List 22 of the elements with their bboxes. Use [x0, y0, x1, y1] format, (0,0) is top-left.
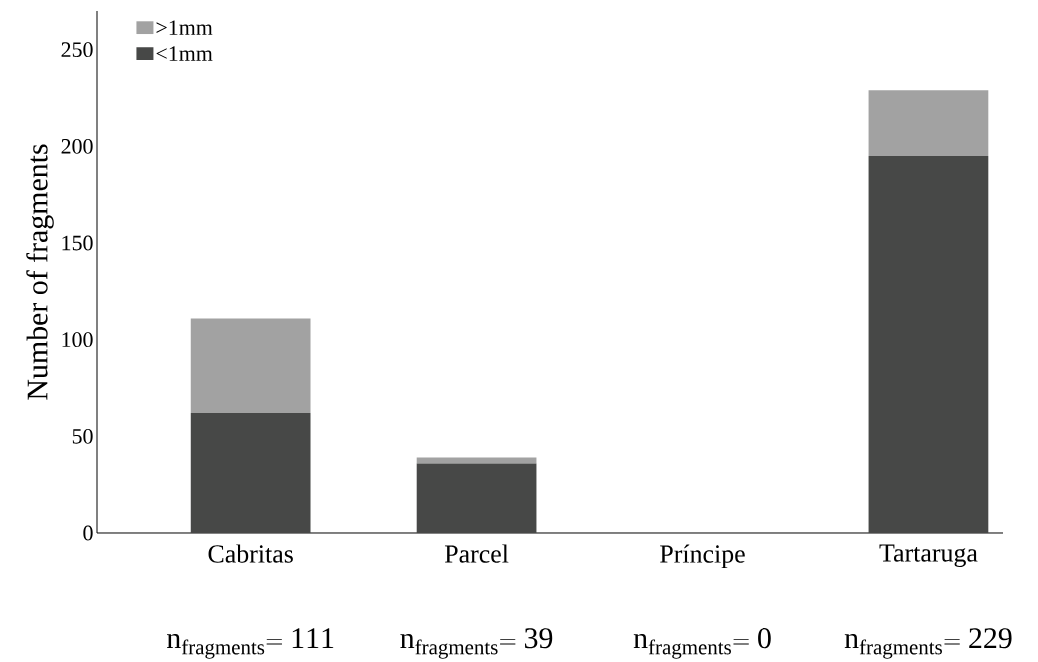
x-tick-label: Príncipe — [660, 544, 745, 569]
y-tick-label: 100 — [62, 332, 93, 348]
y-tick-label: 250 — [61, 42, 93, 58]
y-tick-label: 200 — [61, 138, 93, 154]
x-tick-label: Tartaruga — [879, 544, 978, 568]
legend-label: <1mm — [156, 46, 213, 61]
text: $\mathrm{n}_{\mathrm{fragments}}\mathrm{=0}$ — [633, 628, 771, 659]
bar — [190, 413, 311, 533]
text: $\mathrm{n}_{\mathrm{fragments}}\mathrm{=229}$ — [844, 628, 1012, 659]
y-tick-label: 0 — [83, 525, 93, 541]
y-tick-label: 150 — [62, 235, 93, 251]
bar — [416, 463, 537, 533]
y-tick-label: 50 — [72, 428, 93, 444]
y-axis-title: Number of fragments — [26, 144, 54, 400]
x-tick-label: Parcel — [444, 544, 509, 563]
bar — [190, 318, 311, 414]
x-tick-label: Cabritas — [208, 544, 293, 563]
bar — [868, 155, 989, 533]
text: $\mathrm{n}_{\mathrm{fragments}}\mathrm{=111}$ — [167, 628, 334, 659]
legend-label: >1mm — [156, 20, 213, 35]
bar — [868, 90, 989, 156]
text: $\mathrm{n}_{\mathrm{fragments}}\mathrm{=39}$ — [400, 628, 553, 659]
